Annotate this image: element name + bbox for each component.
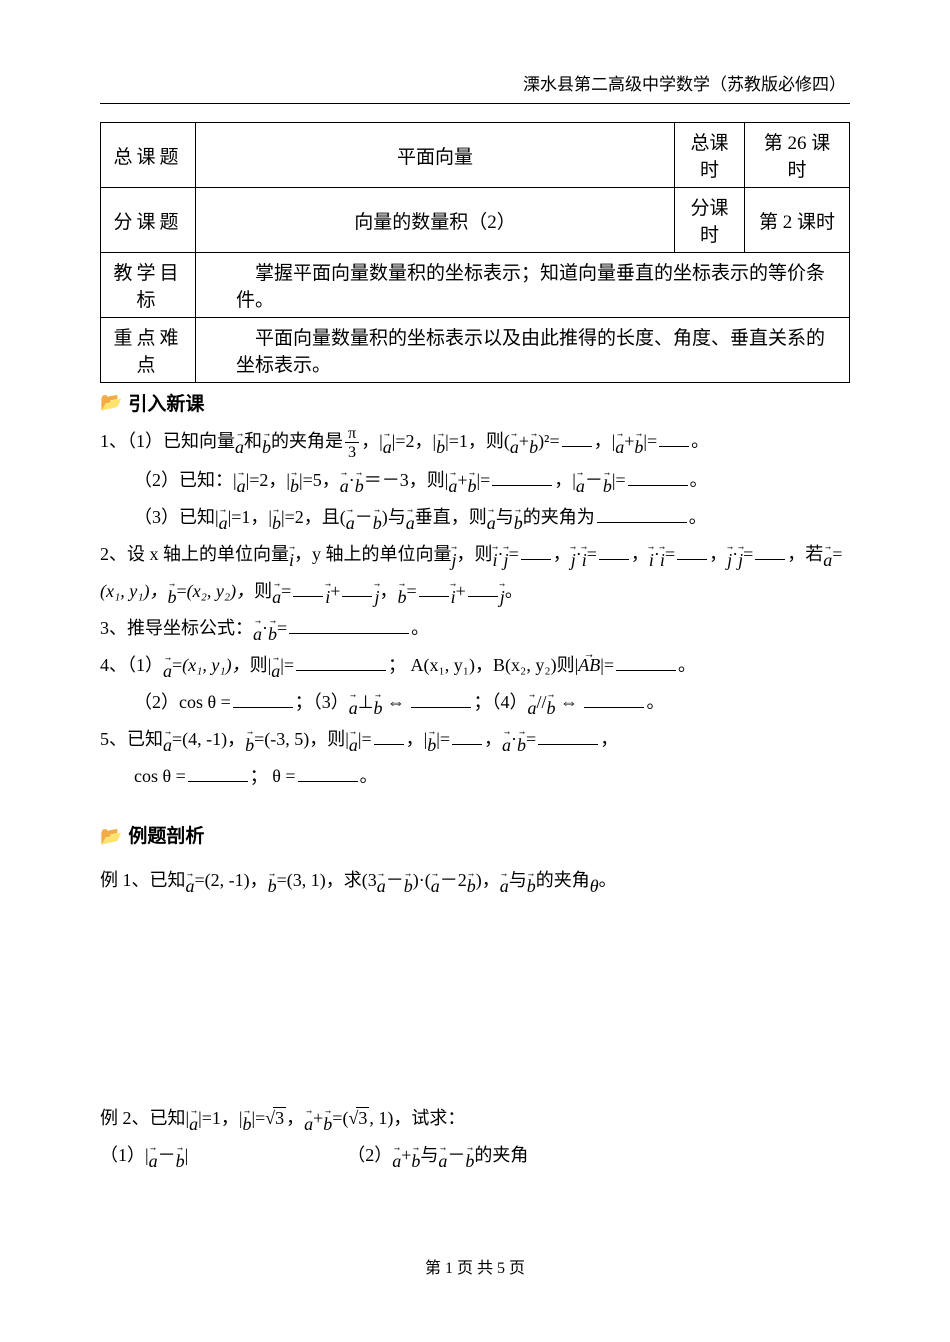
section-examples: 📂 例题剖析 — [100, 818, 850, 855]
cell-r1c1: 总课题 — [101, 123, 196, 188]
q4-234: （2）cos θ =；（3）a⊥b ⇔ ；（4）a//b ⇔ 。 — [100, 685, 850, 720]
page-header: 溧水县第二高级中学数学（苏教版必修四） — [100, 70, 850, 95]
q1-2: （2）已知：|a|=2，|b|=5，a·b＝－3，则|a+b|=，|a－b|=。 — [100, 463, 850, 498]
header-divider — [100, 103, 850, 104]
cell-r1c2: 平面向量 — [196, 123, 675, 188]
q5: 5、已知a=(4, -1)，b=(-3, 5)，则|a|=，|b|=，a·b=， — [100, 722, 850, 757]
q1-1: 1、（1）已知向量a和b的夹角是π3，|a|=2，|b|=1，则(a+b)²=，… — [100, 424, 850, 461]
ex1: 例 1、已知a=(2, -1)，b=(3, 1)，求(3a－b)·(a－2b)，… — [100, 863, 850, 898]
folder-icon-2: 📂 — [100, 819, 122, 854]
cell-r4c2: 平面向量数量积的坐标表示以及由此推得的长度、角度、垂直关系的坐标表示。 — [196, 318, 850, 383]
q2-line2: (x₁, y₁)，b=(x₂, y₂)，则a=i+j，b=i+j。 — [100, 574, 850, 609]
cell-r4c1: 重点难点 — [101, 318, 196, 383]
page-footer: 第 1 页 共 5 页 — [0, 1254, 950, 1278]
section-title-2: 例题剖析 — [128, 818, 204, 855]
section-title-1: 引入新课 — [128, 389, 204, 416]
lesson-info-table: 总课题 平面向量 总课时 第 26 课时 分课题 向量的数量积（2） 分课时 第… — [100, 122, 850, 383]
cell-r2c4: 第 2 课时 — [745, 188, 850, 253]
cell-r1c3: 总课时 — [675, 123, 745, 188]
content-body: 1、（1）已知向量a和b的夹角是π3，|a|=2，|b|=1，则(a+b)²=，… — [100, 424, 850, 1173]
ex2-sub: （1）|a－b| （2）a+b与a－b的夹角 — [100, 1138, 850, 1173]
q3: 3、推导坐标公式：a·b=。 — [100, 611, 850, 646]
q1-3: （3）已知|a|=1，|b|=2，且(a－b)与a垂直，则a与b的夹角为。 — [100, 500, 850, 535]
q5-line2: cos θ =； θ =。 — [100, 759, 850, 794]
cell-r2c2: 向量的数量积（2） — [196, 188, 675, 253]
cell-r2c3: 分课时 — [675, 188, 745, 253]
cell-r3c2: 掌握平面向量数量积的坐标表示；知道向量垂直的坐标表示的等价条件。 — [196, 253, 850, 318]
q4-1: 4、（1）a=(x₁, y₁)，则|a|=； A(x₁, y₁)，B(x₂, y… — [100, 648, 850, 683]
folder-icon: 📂 — [100, 392, 122, 413]
cell-r3c1: 教学目标 — [101, 253, 196, 318]
section-intro: 📂 引入新课 — [100, 389, 850, 416]
q2: 2、设 x 轴上的单位向量i，y 轴上的单位向量j，则i·j=，j·i=，i·i… — [100, 537, 850, 572]
cell-r2c1: 分课题 — [101, 188, 196, 253]
ex2: 例 2、已知|a|=1，|b|=3，a+b=(3, 1)，试求： — [100, 1101, 850, 1136]
cell-r1c4: 第 26 课时 — [745, 123, 850, 188]
